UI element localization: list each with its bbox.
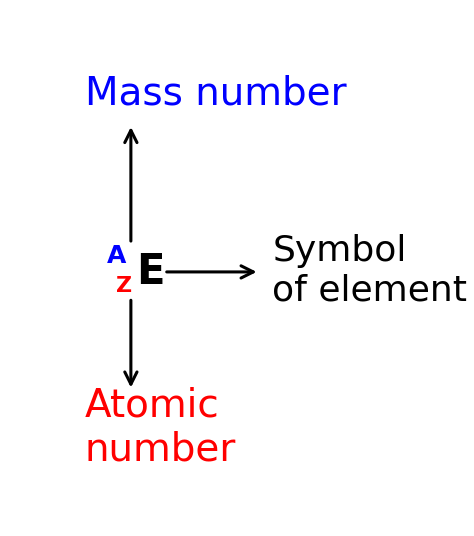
Text: Symbol
of element: Symbol of element — [272, 234, 467, 307]
Text: Z: Z — [116, 277, 132, 296]
Text: Atomic
number: Atomic number — [85, 386, 237, 468]
Text: E: E — [137, 251, 165, 293]
Text: Mass number: Mass number — [85, 74, 346, 112]
Text: A: A — [107, 244, 127, 268]
